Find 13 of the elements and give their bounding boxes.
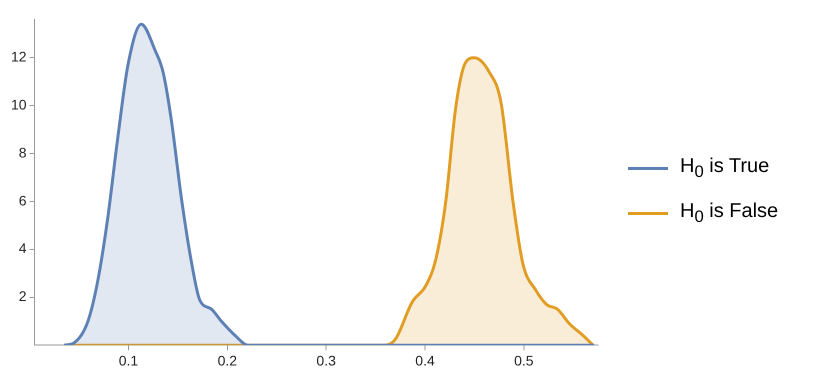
x-tick-label: 0.5 bbox=[514, 352, 534, 368]
x-tick-label: 0.4 bbox=[415, 352, 435, 368]
x-tick-label: 0.2 bbox=[218, 352, 238, 368]
y-tick-label: 10 bbox=[10, 96, 27, 112]
x-tick-label: 0.3 bbox=[316, 352, 336, 368]
y-tick-label: 6 bbox=[18, 192, 27, 208]
y-tick-label: 12 bbox=[10, 48, 27, 65]
y-tick-label: 4 bbox=[18, 240, 27, 256]
legend-label: H$_{0}$ is False bbox=[680, 200, 778, 226]
y-tick-label: 2 bbox=[18, 288, 27, 304]
legend-label: H$_{0}$ is True bbox=[680, 154, 770, 182]
y-tick-label: 8 bbox=[18, 144, 27, 160]
x-tick-label: 0.1 bbox=[118, 352, 138, 368]
